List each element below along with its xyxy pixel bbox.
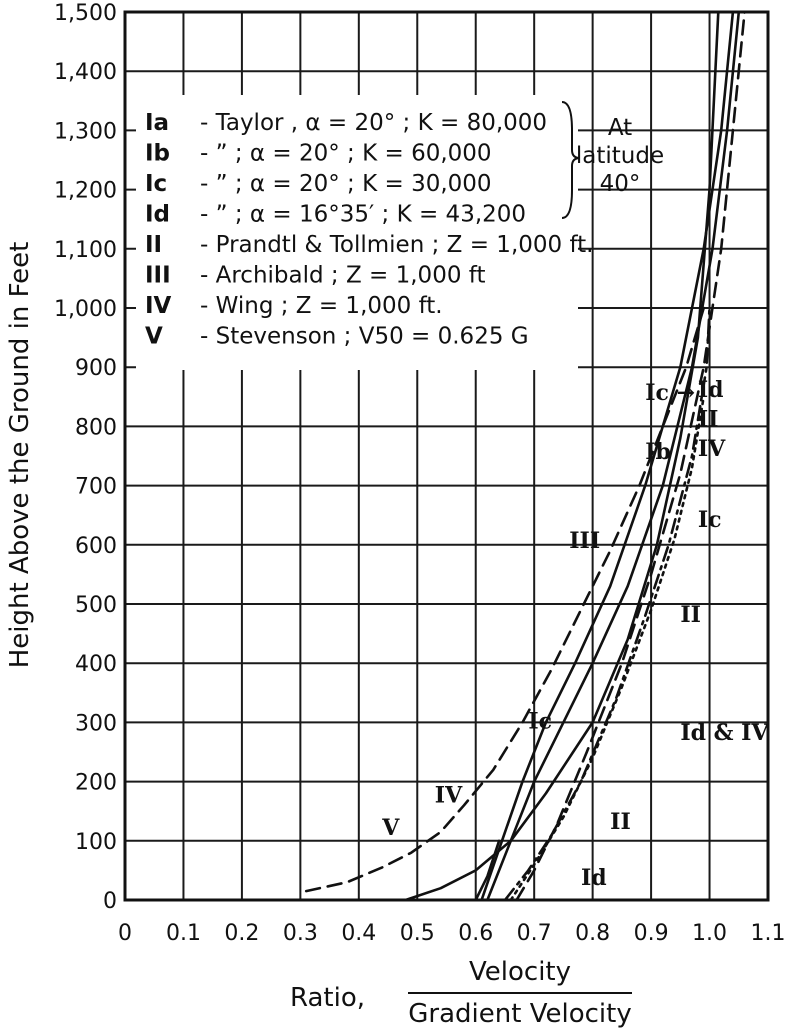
curve-annotation: IV: [435, 782, 463, 808]
legend-box: [136, 95, 578, 370]
curve-annotation: Id: [581, 865, 607, 891]
x-tick-label: 0.7: [517, 921, 552, 946]
x-tick-label: 0: [118, 921, 132, 946]
curve-annotation: II: [698, 406, 719, 432]
x-tick-label: 0.5: [400, 921, 435, 946]
y-tick-label: 1,500: [54, 1, 117, 26]
series-line-2: [486, 10, 741, 902]
curve-annotation: V: [381, 815, 400, 841]
y-tick-label: 1,400: [54, 60, 117, 85]
legend-note-line: 40°: [600, 171, 641, 197]
plot-frame: [123, 10, 770, 902]
x-tick-label: 0.8: [575, 921, 610, 946]
x-tick-label: 0.4: [341, 921, 376, 946]
legend: Ia - Taylor , α = 20° ; K = 80,000 Ib - ” ;…: [145, 101, 664, 350]
y-tick-label: 1,200: [54, 179, 117, 204]
series-line-7: [509, 395, 706, 902]
curve-annotation: Ic: [698, 507, 722, 533]
curve-annotation: Ic: [528, 708, 552, 734]
legend-symbol: II: [145, 232, 162, 258]
legend-symbol: IV: [145, 293, 172, 319]
x-axis-label-denominator: Gradient Velocity: [408, 999, 631, 1029]
curve-annotation: III: [569, 528, 600, 554]
legend-note-line: latitude: [576, 143, 664, 169]
curve-annotation: Ic →: [645, 380, 695, 406]
series-line-3: [404, 10, 720, 902]
legend-symbol: Ic: [145, 171, 167, 197]
legend-entry: - Archibald ; Z = 1,000 ft: [200, 263, 485, 289]
y-tick-label: 700: [75, 475, 117, 500]
x-tick-labels: 0 0.1 0.2 0.3 0.4 0.5 0.6 0.7 0.8 0.9 1.0 1.1: [118, 921, 785, 946]
series-line-1: [480, 10, 735, 902]
x-tick-label: 0.6: [458, 921, 493, 946]
legend-symbol: Ia: [145, 110, 169, 136]
plot-border: [123, 10, 770, 902]
legend-entry: - Taylor , α = 20° ; K = 80,000: [200, 110, 547, 136]
legend-entry: - ” ; α = 20° ; K = 30,000: [200, 171, 492, 197]
y-tick-label: 300: [75, 711, 117, 736]
curve-annotation: II: [610, 809, 631, 835]
curve-annotation: IV: [698, 436, 726, 462]
x-axis-label-numerator: Velocity: [469, 957, 571, 987]
y-axis-label: Height Above the Ground in Feet: [5, 242, 35, 669]
y-tick-label: 1,000: [54, 297, 117, 322]
y-tick-label: 1,100: [54, 238, 117, 263]
x-axis-label-prefix: Ratio,: [290, 983, 365, 1013]
legend-symbol: III: [145, 263, 171, 289]
x-tick-label: 0.9: [634, 921, 669, 946]
legend-entry: - Prandtl & Tollmien ; Z = 1,000 ft.: [200, 232, 593, 258]
y-tick-label: 600: [75, 534, 117, 559]
y-tick-label: 400: [75, 652, 117, 677]
legend-symbol: Ib: [145, 141, 170, 167]
y-tick-label: 1,300: [54, 119, 117, 144]
legend-brace: [561, 101, 581, 219]
legend-symbol: V: [145, 324, 163, 350]
y-tick-label: 900: [75, 356, 117, 381]
legend-note-line: At: [608, 115, 632, 141]
curves: [304, 10, 746, 902]
x-tick-label: 1.0: [692, 921, 727, 946]
series-line-8: [474, 839, 501, 902]
y-tick-label: 0: [103, 889, 117, 914]
curve-annotation: Id: [698, 377, 724, 403]
curve-annotation: Id & IV: [680, 720, 769, 746]
curve-annotation: II: [680, 602, 701, 628]
legend-entry: - Stevenson ; V50 = 0.625 G: [200, 324, 529, 350]
series-line-4: [304, 306, 706, 893]
legend-symbol: Id: [145, 202, 170, 228]
legend-entry: - ” ; α = 20° ; K = 60,000: [200, 141, 492, 167]
y-tick-labels: 0 100 200 300 400 500 600 700 800 900 1,000 1,100 1,…: [54, 1, 117, 914]
x-tick-label: 0.1: [166, 921, 201, 946]
x-tick-label: 0.2: [224, 921, 259, 946]
legend-entry: - ” ; α = 16°35′ ; K = 43,200: [200, 202, 526, 228]
x-tick-label: 1.1: [751, 921, 785, 946]
x-tick-label: 0.3: [283, 921, 318, 946]
y-tick-label: 800: [75, 415, 117, 440]
curve-annotation: Ib: [645, 439, 671, 465]
y-tick-label: 200: [75, 771, 117, 796]
y-tick-label: 100: [75, 830, 117, 855]
legend-entry: - Wing ; Z = 1,000 ft.: [200, 293, 443, 319]
y-tick-label: 500: [75, 593, 117, 618]
series-line-6: [503, 306, 711, 902]
